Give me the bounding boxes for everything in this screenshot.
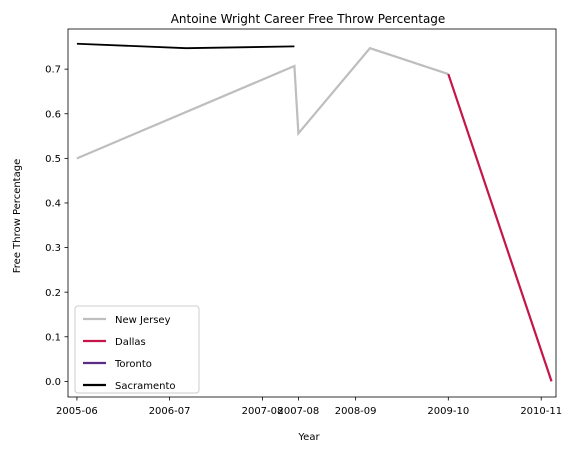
y-tick-label: 0.1 xyxy=(45,332,61,343)
y-tick-label: 0.5 xyxy=(45,154,61,165)
x-axis-label: Year xyxy=(297,432,320,443)
y-tick-label: 0.0 xyxy=(45,377,61,388)
y-tick-label: 0.6 xyxy=(45,109,61,120)
legend-box xyxy=(74,305,200,394)
series-line-sacramento xyxy=(76,42,295,50)
legend-label: Sacramento xyxy=(115,381,175,392)
x-tick-label: 2007-08 xyxy=(277,406,319,417)
x-tick-label: 2008-09 xyxy=(335,406,377,417)
y-axis-ticks: 0.0 0.1 0.2 0.3 0.4 0.5 0.6 0.7 xyxy=(45,65,68,388)
chart-title: Antoine Wright Career Free Throw Percent… xyxy=(171,12,446,26)
y-tick-label: 0.4 xyxy=(45,199,61,210)
x-tick-label: 2007-08 xyxy=(242,406,284,417)
y-tick-label: 0.7 xyxy=(45,65,61,76)
y-axis-label: Free Throw Percentage xyxy=(12,159,23,273)
legend-label: Dallas xyxy=(115,337,146,348)
series-layer xyxy=(76,42,553,382)
legend: New Jersey Dallas Toronto Sacramento xyxy=(74,305,200,394)
legend-label: New Jersey xyxy=(115,315,171,326)
y-tick-label: 0.2 xyxy=(45,288,61,299)
series-line-dallas xyxy=(447,73,553,382)
x-tick-label: 2010-11 xyxy=(520,406,562,417)
x-tick-label: 2006-07 xyxy=(149,406,191,417)
legend-label: Toronto xyxy=(114,359,152,370)
x-tick-label: 2005-06 xyxy=(56,406,98,417)
series-line-new-jersey xyxy=(76,46,449,160)
x-tick-label: 2009-10 xyxy=(427,406,469,417)
y-tick-label: 0.3 xyxy=(45,243,61,254)
plot-frame xyxy=(67,28,557,398)
